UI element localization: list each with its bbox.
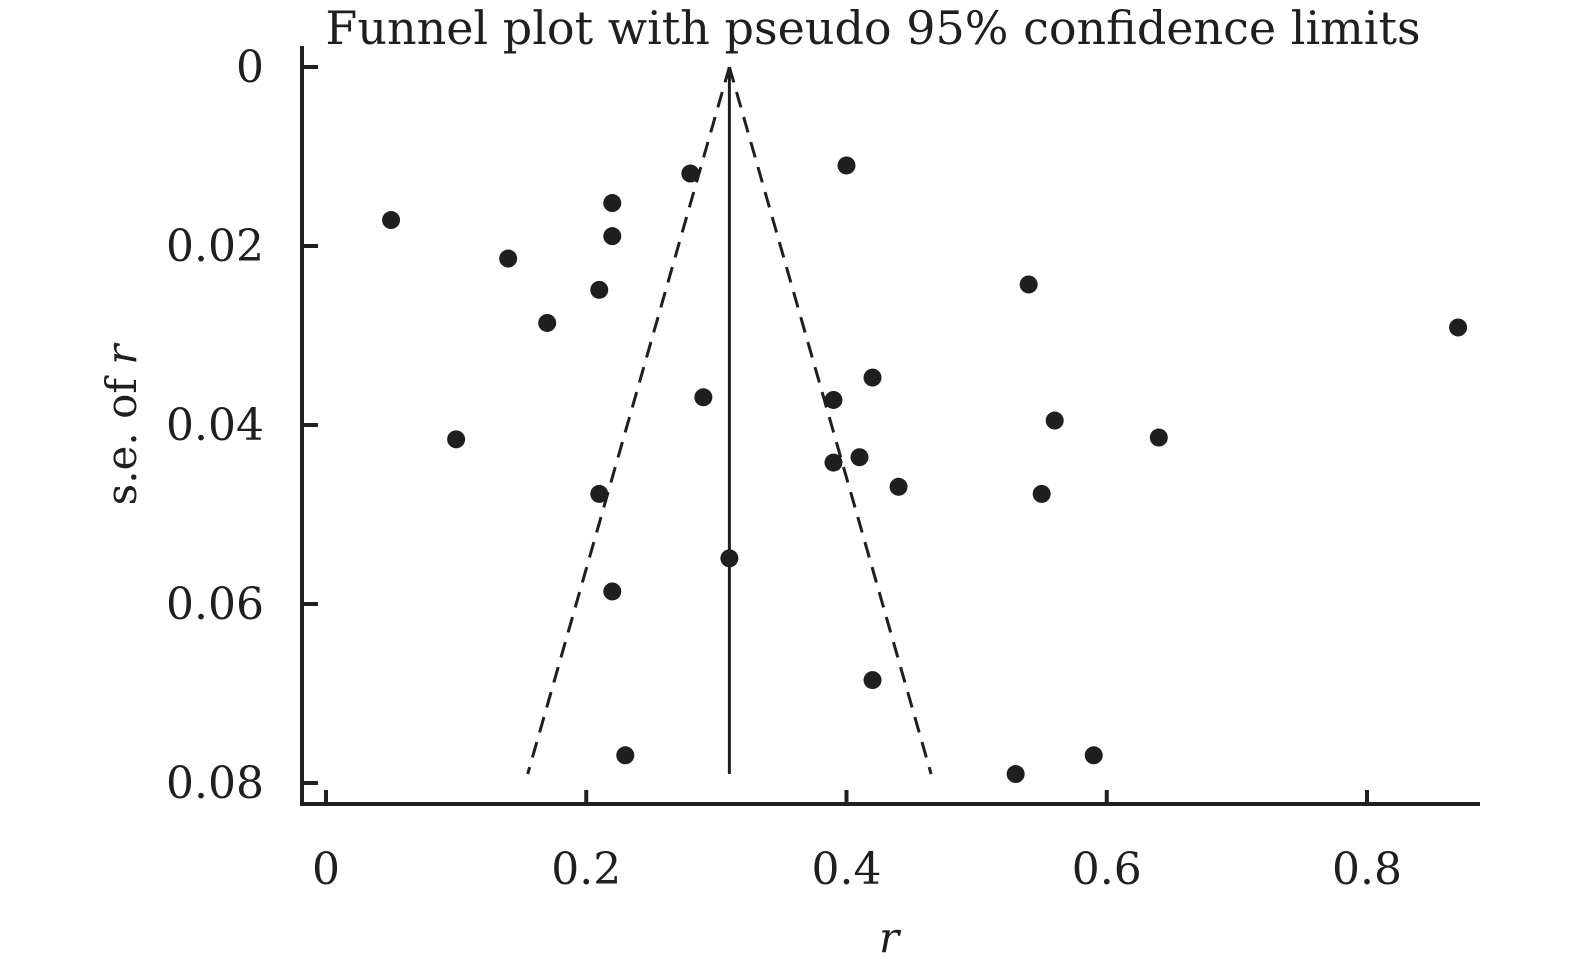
x-tick-label: 0.6 <box>1072 844 1142 895</box>
study-point <box>603 227 622 246</box>
y-ticks: 0 0.02 0.04 0.06 0.08 <box>166 42 318 809</box>
x-ticks: 0 0.2 0.4 0.6 0.8 <box>312 790 1402 895</box>
y-axis-label-var: r <box>97 342 146 365</box>
funnel-limits <box>526 66 933 775</box>
axes <box>300 46 1480 806</box>
y-tick-label: 0.08 <box>166 758 264 809</box>
y-tick-label: 0 <box>236 42 264 93</box>
study-point <box>590 484 609 503</box>
study-point <box>863 368 882 387</box>
study-point <box>1045 411 1064 430</box>
study-point <box>1019 275 1038 294</box>
study-point <box>681 164 700 183</box>
study-point <box>694 388 713 407</box>
study-point <box>1149 428 1168 447</box>
study-point <box>720 549 739 568</box>
y-tick-label: 0.06 <box>166 579 264 630</box>
y-axis-label: s.e. of r <box>97 342 146 506</box>
study-point <box>590 280 609 299</box>
study-point <box>603 582 622 601</box>
study-point <box>538 313 557 332</box>
lower-confidence-limit <box>526 66 731 775</box>
study-point <box>1449 318 1468 337</box>
x-axis-label: r <box>879 913 902 962</box>
x-tick-label: 0.4 <box>812 844 882 895</box>
study-point <box>616 746 635 765</box>
y-tick-label: 0.02 <box>166 221 264 272</box>
study-point <box>447 430 466 449</box>
y-tick-label: 0.04 <box>166 400 264 451</box>
study-point <box>889 477 908 496</box>
x-tick-label: 0.8 <box>1332 844 1402 895</box>
study-points <box>382 156 1468 784</box>
study-point <box>850 448 869 467</box>
study-point <box>1084 746 1103 765</box>
upper-confidence-limit <box>727 66 933 775</box>
study-point <box>863 671 882 690</box>
x-tick-label: 0.2 <box>551 844 621 895</box>
study-point <box>1006 765 1025 784</box>
study-point <box>1032 484 1051 503</box>
study-point <box>382 211 401 230</box>
study-point <box>824 453 843 472</box>
y-axis-label-prefix: s.e. of <box>97 365 146 506</box>
study-point <box>603 194 622 213</box>
study-point <box>837 156 856 175</box>
study-point <box>499 249 518 268</box>
study-point <box>824 390 843 409</box>
x-tick-label: 0 <box>312 844 340 895</box>
chart-title: Funnel plot with pseudo 95% confidence l… <box>325 1 1420 55</box>
